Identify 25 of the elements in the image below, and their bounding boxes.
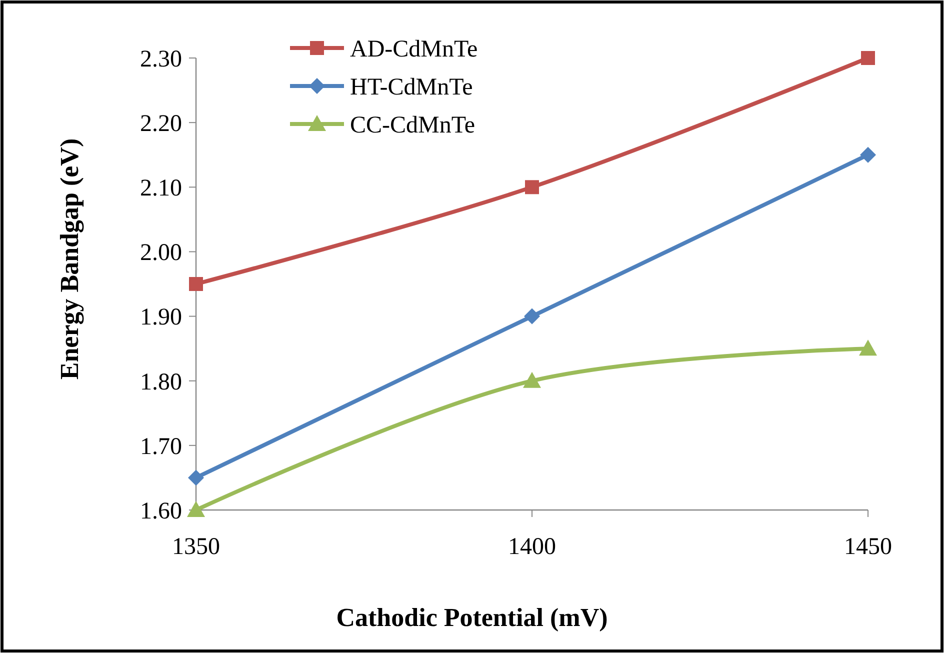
legend-label: HT-CdMnTe bbox=[350, 74, 473, 100]
point bbox=[189, 277, 203, 291]
y-tick-label: 1.70 bbox=[140, 434, 182, 460]
y-tick-label: 1.60 bbox=[140, 498, 182, 524]
y-axis-title: Energy Bandgap (eV) bbox=[55, 138, 84, 380]
point bbox=[188, 470, 204, 486]
point bbox=[860, 146, 876, 163]
y-tick-label: 2.30 bbox=[140, 46, 182, 72]
point bbox=[187, 501, 205, 517]
y-tick-label: 2.10 bbox=[140, 176, 182, 202]
point bbox=[859, 340, 877, 356]
y-tick-label: 2.20 bbox=[140, 110, 182, 137]
x-tick-label: 1450 bbox=[844, 534, 892, 560]
y-tick-label: 1.80 bbox=[140, 369, 182, 396]
point bbox=[524, 308, 540, 324]
legend-label: AD-CdMnTe bbox=[350, 36, 478, 62]
x-tick-label: 1400 bbox=[508, 534, 556, 560]
y-tick-label: 2.00 bbox=[140, 240, 182, 266]
x-tick-label: 1350 bbox=[172, 534, 220, 560]
point bbox=[523, 372, 541, 388]
y-tick-label: 1.90 bbox=[140, 304, 182, 331]
legend-label: CC-CdMnTe bbox=[350, 112, 475, 138]
point bbox=[861, 51, 875, 65]
point bbox=[525, 180, 539, 194]
x-axis-title: Cathodic Potential (mV) bbox=[336, 603, 608, 632]
